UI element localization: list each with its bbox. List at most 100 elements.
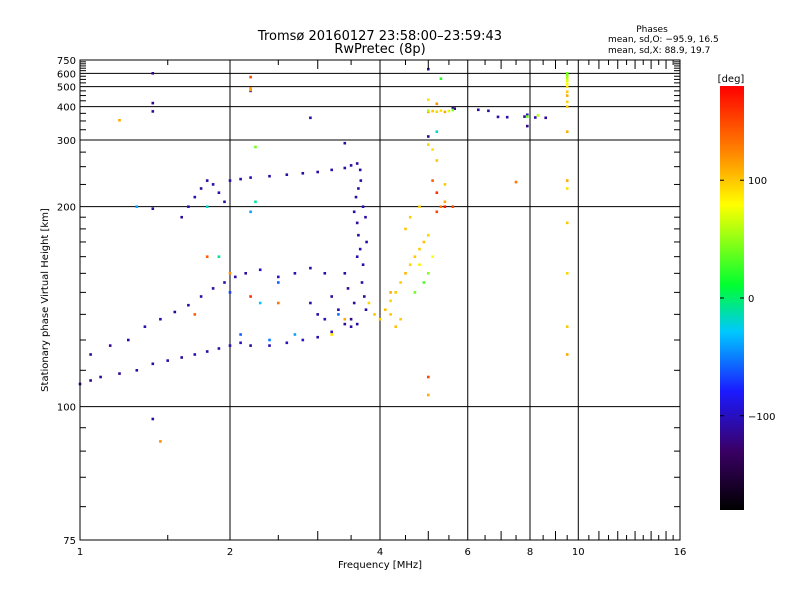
- x-mode-echo-point: [249, 295, 252, 298]
- o-mode-echo-point: [151, 110, 155, 113]
- x-mode-echo-point: [443, 110, 447, 114]
- o-mode-echo-point: [205, 350, 209, 353]
- o-mode-echo-point: [364, 215, 367, 219]
- o-mode-echo-point: [364, 308, 368, 311]
- y-tick-label: 75: [63, 536, 76, 547]
- x-mode-echo-point: [389, 291, 392, 294]
- x-mode-echo-point: [384, 308, 387, 311]
- o-mode-echo-point: [358, 168, 362, 172]
- x-mode-echo-point: [565, 74, 569, 77]
- axis-ticks: 1 2 4 6 8 10 16 75 100 200 300 400 500 600 750: [57, 56, 686, 558]
- x-mode-echo-point: [394, 325, 397, 328]
- x-mode-echo-point: [431, 179, 434, 182]
- x-mode-echo-point: [435, 130, 439, 133]
- o-mode-echo-point: [357, 187, 360, 190]
- o-mode-echo-point: [301, 172, 305, 175]
- o-mode-echo-point: [427, 67, 430, 71]
- o-mode-echo-point: [544, 116, 547, 120]
- o-mode-echo-point: [309, 266, 312, 270]
- x-mode-echo-point: [427, 109, 430, 112]
- o-mode-echo-point: [285, 341, 289, 345]
- grid-lines: [80, 60, 680, 540]
- x-mode-echo-point: [565, 130, 569, 133]
- x-mode-echo-point: [418, 205, 421, 208]
- x-tick-label: 1: [77, 547, 83, 558]
- x-mode-echo-point: [565, 100, 569, 104]
- x-mode-echo-point: [418, 247, 421, 251]
- o-mode-echo-point: [309, 116, 312, 120]
- x-tick-label: 6: [465, 547, 471, 558]
- data-points: [78, 67, 569, 443]
- x-mode-echo-point: [293, 333, 297, 336]
- x-mode-echo-point: [431, 109, 434, 113]
- x-mode-echo-point: [435, 191, 439, 194]
- plot-area: 1 2 4 6 8 10 16 75 100 200 300 400 500 600 750: [57, 56, 686, 558]
- x-mode-echo-point: [427, 143, 430, 146]
- o-mode-echo-point: [223, 200, 226, 204]
- x-mode-echo-point: [389, 313, 392, 316]
- o-mode-echo-point: [151, 417, 155, 421]
- stats-x-mode: mean, sd,X: 88.9, 19.7: [608, 46, 710, 56]
- x-mode-echo-point: [277, 281, 280, 284]
- o-mode-echo-point: [217, 347, 221, 350]
- x-mode-echo-point: [447, 109, 451, 113]
- o-mode-echo-point: [526, 124, 529, 128]
- o-mode-echo-point: [151, 207, 155, 210]
- o-mode-echo-point: [143, 325, 147, 328]
- x-mode-echo-point: [435, 210, 439, 214]
- o-mode-echo-point: [337, 308, 340, 311]
- x-mode-echo-point: [565, 325, 569, 328]
- o-mode-echo-point: [89, 379, 92, 382]
- x-mode-echo-point: [268, 338, 271, 342]
- o-mode-echo-point: [453, 107, 456, 110]
- o-mode-echo-point: [355, 322, 359, 326]
- x-mode-echo-point: [565, 105, 569, 108]
- x-tick-label: 2: [227, 547, 233, 558]
- o-mode-echo-point: [496, 115, 500, 119]
- x-mode-echo-point: [367, 301, 371, 305]
- o-mode-echo-point: [89, 353, 92, 356]
- x-mode-echo-point: [228, 291, 232, 294]
- o-mode-echo-point: [244, 272, 247, 275]
- x-mode-echo-point: [159, 440, 162, 443]
- y-tick-label: 600: [57, 69, 76, 80]
- x-mode-echo-point: [413, 255, 417, 258]
- o-mode-echo-point: [523, 115, 526, 118]
- o-mode-echo-point: [239, 177, 242, 181]
- x-tick-label: 8: [527, 547, 533, 558]
- stats-o-mode: mean, sd,O: −95.9, 16.5: [608, 35, 719, 45]
- o-mode-echo-point: [343, 166, 347, 170]
- o-mode-echo-point: [526, 113, 529, 117]
- o-mode-echo-point: [187, 205, 190, 208]
- o-mode-echo-point: [211, 287, 215, 290]
- x-mode-echo-point: [135, 205, 139, 208]
- chart-title: Tromsø 20160127 23:58:00–23:59:43: [257, 29, 502, 44]
- x-mode-echo-point: [435, 110, 439, 113]
- x-mode-echo-point: [254, 200, 257, 204]
- x-mode-echo-point: [399, 317, 402, 321]
- o-mode-echo-point: [151, 101, 155, 105]
- o-mode-echo-point: [357, 233, 360, 237]
- o-mode-echo-point: [343, 272, 347, 275]
- x-mode-echo-point: [565, 272, 569, 275]
- o-mode-echo-point: [316, 170, 319, 174]
- o-mode-echo-point: [355, 221, 359, 225]
- o-mode-echo-point: [108, 344, 112, 347]
- o-mode-echo-point: [118, 372, 121, 375]
- o-mode-echo-point: [135, 369, 139, 372]
- o-mode-echo-point: [355, 255, 359, 258]
- o-mode-echo-point: [277, 275, 280, 279]
- x-mode-echo-point: [451, 108, 455, 112]
- o-mode-echo-point: [193, 353, 197, 356]
- x-mode-echo-point: [249, 75, 252, 79]
- o-mode-echo-point: [352, 301, 356, 305]
- x-tick-label: 4: [377, 547, 383, 558]
- x-mode-echo-point: [427, 98, 430, 101]
- x-mode-echo-point: [514, 180, 518, 184]
- o-mode-echo-point: [505, 115, 509, 119]
- o-mode-echo-point: [309, 301, 312, 305]
- o-mode-echo-point: [316, 335, 319, 339]
- o-mode-echo-point: [193, 195, 197, 199]
- o-mode-echo-point: [330, 295, 333, 298]
